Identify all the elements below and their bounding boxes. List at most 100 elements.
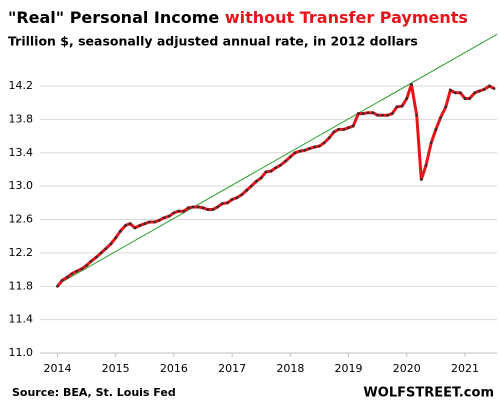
data-point — [415, 113, 419, 117]
data-point — [172, 211, 176, 215]
data-point — [114, 236, 118, 240]
data-point — [361, 112, 365, 115]
data-point — [95, 255, 98, 259]
y-tick-label: 11.0 — [9, 346, 34, 359]
data-point — [342, 128, 346, 131]
data-point — [468, 97, 472, 100]
data-point — [191, 205, 195, 209]
title-main: "Real" Personal Income — [8, 8, 219, 27]
data-point — [410, 82, 413, 86]
credit: WOLFSTREET.com — [363, 386, 494, 401]
data-point — [143, 222, 147, 226]
chart-subtitle: Trillion $, seasonally adjusted annual r… — [8, 34, 418, 49]
data-point — [89, 259, 93, 263]
data-point — [65, 275, 69, 279]
data-point — [148, 220, 151, 224]
data-point — [118, 229, 122, 233]
y-tick-label: 12.2 — [9, 246, 34, 259]
data-point — [226, 201, 229, 205]
data-point — [206, 208, 210, 211]
data-point — [347, 126, 350, 130]
x-tick-label: 2020 — [393, 362, 421, 375]
data-point — [279, 163, 282, 167]
data-point — [240, 193, 244, 196]
data-point — [400, 104, 404, 108]
x-tick-label: 2021 — [451, 362, 479, 375]
data-point — [230, 198, 234, 201]
data-point — [259, 176, 263, 180]
data-point — [453, 91, 457, 95]
data-point — [162, 216, 166, 220]
data-point — [216, 205, 219, 209]
data-point — [153, 220, 157, 224]
data-point — [449, 88, 452, 92]
data-point — [264, 170, 268, 174]
trend-line — [57, 33, 498, 286]
data-point — [187, 206, 190, 210]
data-point — [473, 91, 477, 95]
chart-title: "Real" Personal Income without Transfer … — [8, 8, 468, 27]
x-tick-label: 2017 — [218, 362, 246, 375]
data-point — [478, 89, 481, 93]
data-point — [492, 87, 496, 90]
data-point — [245, 188, 249, 192]
data-point — [444, 105, 448, 109]
y-tick-label: 14.2 — [9, 79, 34, 92]
data-point — [380, 113, 384, 117]
data-point — [220, 202, 224, 206]
data-point — [182, 209, 186, 213]
title-highlight: without Transfer Payments — [225, 8, 468, 27]
data-point — [255, 179, 258, 183]
data-point — [235, 196, 239, 200]
data-point — [371, 111, 375, 115]
data-point — [177, 209, 180, 213]
data-point — [70, 272, 74, 276]
data-point — [439, 116, 442, 120]
data-point — [128, 222, 132, 226]
data-point — [337, 128, 341, 131]
data-point — [424, 163, 428, 167]
data-point — [395, 105, 399, 109]
data-point — [434, 128, 438, 131]
data-point — [196, 205, 200, 209]
data-point — [80, 267, 84, 271]
data-point — [124, 223, 127, 227]
data-point — [332, 130, 336, 134]
data-point — [109, 242, 113, 246]
y-tick-label: 13.8 — [9, 112, 34, 125]
data-point — [463, 97, 467, 100]
data-point — [201, 206, 205, 210]
source-note: Source: BEA, St. Louis Fed — [12, 386, 176, 399]
data-point — [351, 124, 355, 128]
data-point — [157, 218, 161, 222]
data-point — [211, 208, 215, 211]
data-point — [293, 151, 297, 155]
data-point — [288, 155, 292, 159]
data-point — [274, 166, 278, 170]
data-point — [133, 226, 137, 230]
y-tick-label: 13.4 — [9, 146, 34, 159]
data-point — [327, 136, 331, 140]
data-point — [357, 112, 360, 115]
data-point — [429, 141, 433, 145]
data-point — [138, 223, 142, 227]
data-point — [405, 97, 409, 100]
data-point — [366, 111, 370, 115]
y-tick-label: 12.6 — [9, 213, 34, 226]
data-point — [284, 159, 288, 163]
data-point — [60, 279, 64, 282]
y-tick-label: 11.4 — [9, 313, 34, 326]
y-tick-label: 13.0 — [9, 179, 34, 192]
data-point — [386, 113, 389, 117]
data-point — [390, 112, 394, 115]
data-point — [167, 214, 171, 218]
data-point — [318, 144, 321, 148]
data-point — [376, 113, 380, 117]
data-point — [322, 141, 326, 145]
data-point — [269, 169, 273, 173]
data-point — [313, 145, 317, 149]
data-point — [75, 269, 79, 273]
data-point — [298, 149, 302, 153]
data-point — [56, 284, 59, 288]
